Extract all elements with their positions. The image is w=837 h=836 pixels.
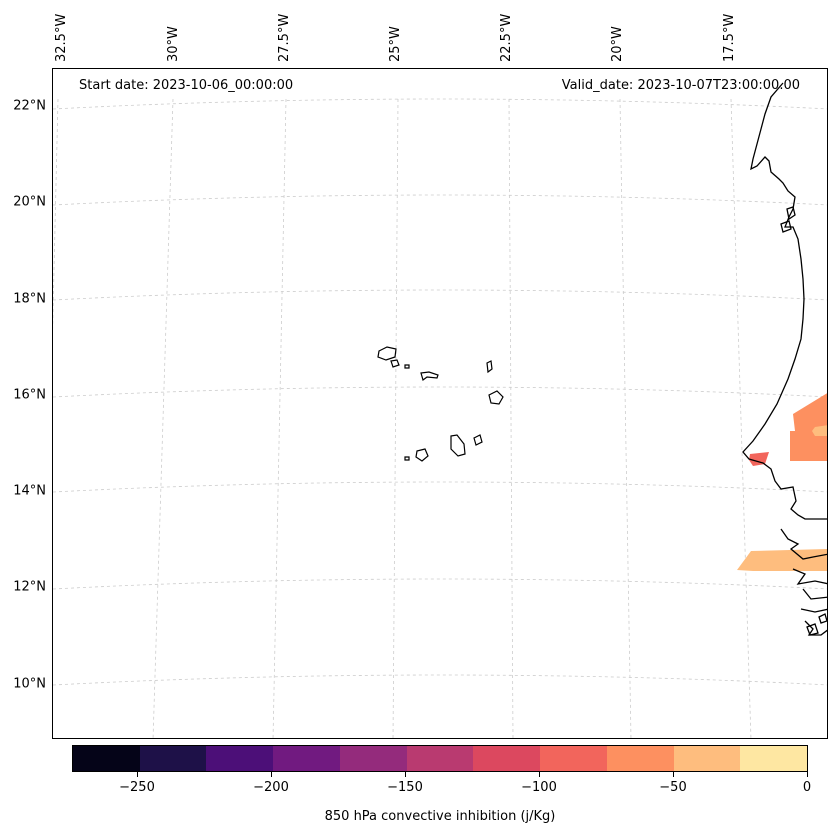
island-santiago <box>450 434 466 457</box>
colorbar-label-0: 0 <box>802 780 812 795</box>
lat-label-12n: 12°N <box>13 579 46 595</box>
island-sao-nicolau <box>420 371 439 382</box>
gridline-lat-20 <box>53 194 827 206</box>
colorbar-segment <box>139 746 207 771</box>
cin-patch-cap-vert <box>749 452 769 466</box>
coastline <box>742 82 827 636</box>
valid-date-label: Valid_date: 2023-10-07T23:00:00.00 <box>561 78 800 93</box>
cape-verde-islands <box>377 346 504 462</box>
lat-label-18n: 18°N <box>13 291 46 307</box>
island-santo-antao <box>377 346 397 361</box>
cin-patch-senegal-north <box>790 393 827 461</box>
lat-label-22n: 22°N <box>13 98 46 114</box>
colorbar-segment <box>673 746 741 771</box>
island-santa-luzia <box>404 364 410 369</box>
gridline-lat-22 <box>53 98 827 110</box>
colorbar-segment <box>740 746 808 771</box>
cin-fields <box>737 393 827 571</box>
map-frame <box>52 68 828 739</box>
coast-islet-2 <box>780 220 792 233</box>
island-brava <box>404 456 410 461</box>
colorbar-segment <box>273 746 340 771</box>
gridline-lat-12 <box>53 578 827 590</box>
colorbar <box>72 745 808 772</box>
colorbar-label-neg250: −250 <box>119 780 155 795</box>
gridline-lat-18 <box>53 289 827 301</box>
gridline-lon-25 <box>392 98 399 738</box>
gridline-lat-16 <box>53 386 827 398</box>
colorbar-tick <box>539 772 540 777</box>
colorbar-tick <box>673 772 674 777</box>
gridline-lon-20 <box>619 98 632 738</box>
lon-label-22-5w: 22.5°W <box>499 13 514 62</box>
gridline-lat-10 <box>53 674 827 686</box>
colorbar-label-neg100: −100 <box>521 780 557 795</box>
colorbar-segment <box>206 746 274 771</box>
colorbar-tick <box>405 772 406 777</box>
gridline-lon-27-5 <box>272 98 287 738</box>
lon-label-20w: 20°W <box>610 26 625 62</box>
cin-patch-casamance <box>737 549 827 571</box>
colorbar-tick <box>137 772 138 777</box>
colorbar-label-neg50: −50 <box>659 780 687 795</box>
start-date-label: Start date: 2023-10-06_00:00:00 <box>79 78 294 93</box>
colorbar-label-neg200: −200 <box>253 780 289 795</box>
colorbar-segment <box>406 746 474 771</box>
lat-label-16n: 16°N <box>13 387 46 403</box>
colorbar-segment <box>606 746 674 771</box>
gridlines <box>53 98 827 738</box>
colorbar-tick <box>807 772 808 777</box>
map-canvas <box>53 82 827 738</box>
coast-islet-3 <box>806 623 819 636</box>
colorbar-segment <box>540 746 607 771</box>
colorbar-tick <box>271 772 272 777</box>
lon-label-25w: 25°W <box>388 26 403 62</box>
colorbar-segment <box>73 746 140 771</box>
coast-islet-1 <box>786 206 796 221</box>
lon-label-32-5w: 32.5°W <box>54 13 69 62</box>
island-sao-vicente <box>390 359 400 368</box>
lat-label-14n: 14°N <box>13 483 46 499</box>
island-maio <box>473 434 483 446</box>
colorbar-title: 850 hPa convective inhibition (j/Kg) <box>324 809 556 824</box>
island-fogo <box>415 448 429 462</box>
gridline-lon-30 <box>152 98 174 738</box>
coast-islet-4 <box>818 613 827 624</box>
lon-label-30w: 30°W <box>166 26 181 62</box>
cin-patch-senegal-inner <box>812 425 827 436</box>
lon-label-17-5w: 17.5°W <box>722 13 737 62</box>
colorbar-label-neg150: −150 <box>387 780 423 795</box>
lon-label-27-5w: 27.5°W <box>277 13 292 62</box>
lat-label-20n: 20°N <box>13 194 46 210</box>
island-boa-vista <box>488 390 504 405</box>
island-sal <box>486 360 493 374</box>
colorbar-segment <box>339 746 407 771</box>
african-coastline <box>742 82 827 520</box>
lat-label-10n: 10°N <box>13 676 46 692</box>
gridline-lat-14 <box>53 481 827 493</box>
guinea-bissau-coastline <box>780 528 827 636</box>
colorbar-segment <box>473 746 541 771</box>
gridline-lon-22-5 <box>508 98 514 738</box>
gridline-lon-32-5 <box>53 98 59 330</box>
gridline-lon-17-5 <box>730 98 752 738</box>
